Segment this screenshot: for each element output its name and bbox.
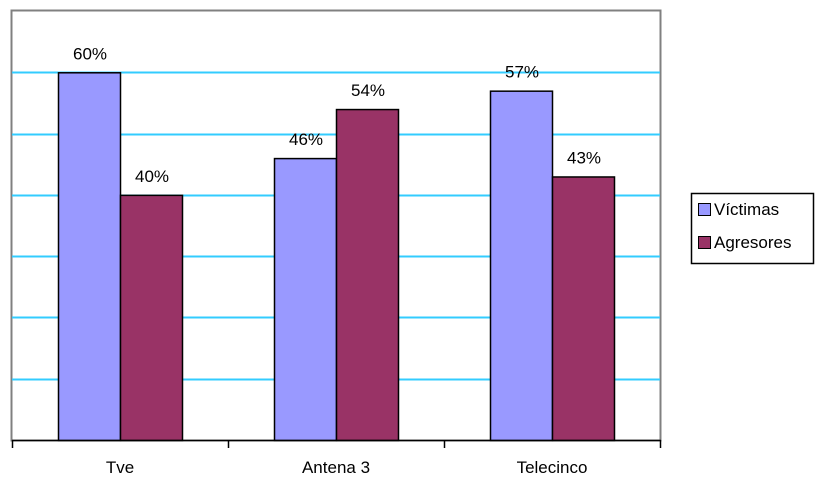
data-label: 54% (351, 81, 385, 100)
data-labels: 60% 40% 46% 54% 57% 43% (73, 44, 601, 186)
legend-label: Agresores (714, 233, 791, 252)
data-label: 60% (73, 44, 107, 63)
legend-swatch (698, 203, 711, 216)
bar-agresores (335, 108, 400, 442)
bar-victimas (57, 72, 122, 442)
data-label: 43% (567, 148, 601, 167)
x-tick-label: Tve (106, 458, 134, 477)
data-label: 40% (135, 167, 169, 186)
bar-agresores (119, 194, 184, 442)
bar-victimas (273, 157, 338, 442)
legend-box (690, 192, 815, 265)
data-label: 46% (289, 130, 323, 149)
bar-victimas (489, 90, 554, 442)
bars (57, 72, 616, 442)
bar-agresores (551, 176, 616, 442)
legend-swatch (698, 236, 711, 249)
x-tick-label: Antena 3 (302, 458, 370, 477)
legend-label: Víctimas (714, 200, 779, 219)
data-label: 57% (505, 63, 539, 82)
legend: Víctimas Agresores (690, 192, 815, 265)
x-tick-label: Telecinco (517, 458, 588, 477)
x-axis: Tve Antena 3 Telecinco (11, 439, 662, 477)
